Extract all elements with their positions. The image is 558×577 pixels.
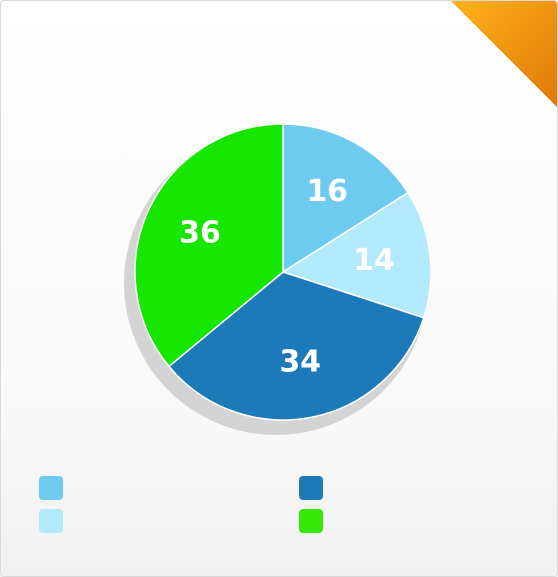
legend-swatch-1 — [39, 476, 63, 500]
pie-value-label-2: 14 — [353, 243, 395, 278]
legend-swatch-3 — [39, 509, 63, 533]
legend-swatch-2 — [299, 476, 323, 500]
pie-value-label-4: 36 — [179, 215, 221, 250]
corner-ribbon — [451, 1, 557, 107]
pie-slice-2[interactable] — [281, 191, 432, 319]
pie-slice-1[interactable] — [282, 123, 409, 274]
legend-swatch-4 — [299, 509, 323, 533]
pie-value-label-1: 16 — [306, 174, 348, 209]
pie-slices — [134, 123, 432, 421]
pie-slice-4[interactable] — [134, 123, 284, 368]
pie-value-label-3: 34 — [279, 345, 321, 380]
pie-slice-3[interactable] — [167, 271, 425, 421]
